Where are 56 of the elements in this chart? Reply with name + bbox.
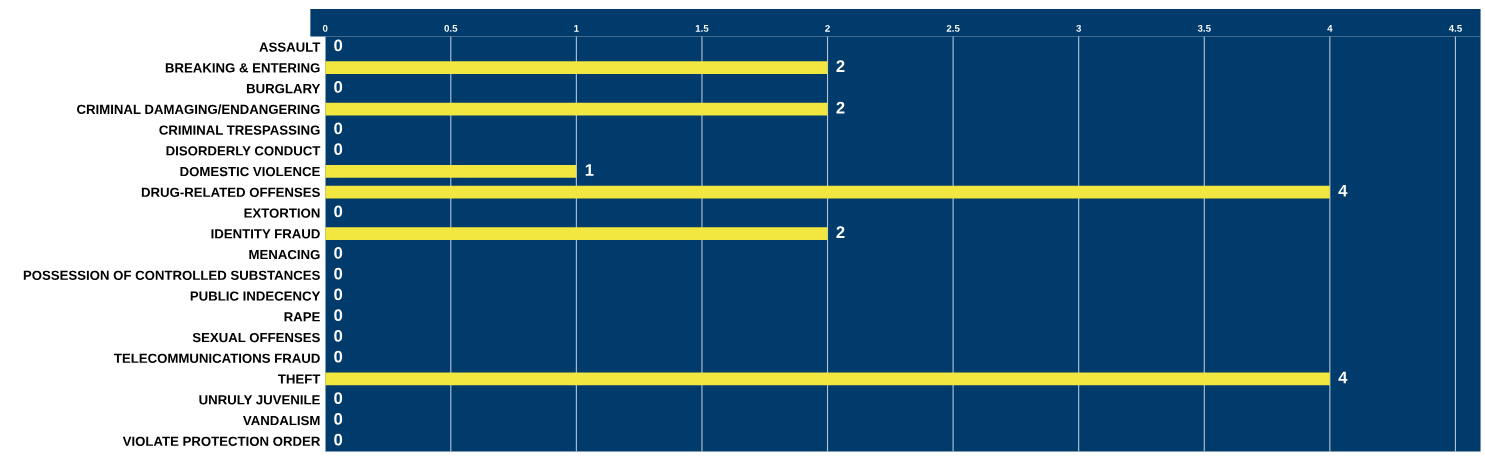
y-tick-label: IDENTITY FRAUD	[211, 229, 320, 239]
y-tick-label: UNRULY JUVENILE	[199, 395, 320, 405]
y-tick-label: ASSAULT	[259, 42, 321, 52]
x-tick-label: 2	[825, 24, 830, 32]
y-tick-label: SEXUAL OFFENSES	[192, 332, 320, 343]
y-tick-label: THEFT	[278, 374, 321, 384]
data-label: 0	[334, 392, 343, 405]
bar	[325, 185, 1330, 199]
y-tick-label: EXTORTION	[244, 208, 320, 218]
y-tick-label: DISORDERLY CONDUCT	[166, 146, 321, 156]
data-label: 2	[836, 101, 845, 114]
x-tick-label: 1	[574, 25, 579, 32]
y-tick-label: VIOLATE PROTECTION ORDER	[122, 436, 321, 446]
x-tick-label: 0	[322, 24, 328, 32]
data-label: 0	[334, 247, 343, 259]
y-tick-label: BREAKING & ENTERING	[165, 63, 320, 73]
x-tick-label: 3	[1076, 24, 1082, 32]
bar	[325, 372, 1330, 386]
bar	[325, 102, 828, 116]
data-label: 0	[334, 143, 343, 156]
data-label: 0	[334, 309, 343, 322]
data-label: 4	[1338, 371, 1348, 384]
y-tick-label: DRUG-RELATED OFFENSES	[141, 187, 320, 197]
x-tick-label: 4.5	[1448, 25, 1462, 32]
bar	[325, 164, 577, 178]
data-label: 0	[334, 267, 343, 280]
y-tick-label: VANDALISM	[242, 415, 320, 426]
y-tick-label: BURGLARY	[246, 83, 321, 94]
data-label: 0	[334, 122, 343, 135]
x-tick-label: 3.5	[1197, 24, 1211, 32]
bar	[325, 227, 828, 241]
data-label: 0	[334, 81, 343, 93]
x-tick-label: 0.5	[444, 24, 458, 32]
data-label: 0	[334, 412, 343, 425]
y-tick-label: POSSESSION OF CONTROLLED SUBSTANCES	[23, 270, 320, 280]
data-label: 1	[585, 164, 594, 176]
y-tick-label: DOMESTIC VIOLENCE	[180, 166, 320, 177]
data-label: 0	[334, 350, 343, 363]
data-label: 0	[334, 205, 343, 218]
y-tick-label: TELECOMMUNICATIONS FRAUD	[114, 353, 320, 363]
data-label: 0	[334, 330, 343, 342]
x-tick-label: 2.5	[946, 24, 960, 32]
x-tick-label: 4	[1327, 25, 1333, 32]
data-label: 2	[836, 226, 845, 238]
data-label: 0	[334, 433, 343, 446]
data-label: 4	[1338, 184, 1348, 197]
y-tick-label: MENACING	[249, 249, 320, 260]
data-label: 2	[836, 60, 845, 72]
y-tick-label: CRIMINAL DAMAGING/ENDANGERING	[77, 104, 320, 115]
data-label: 0	[334, 39, 343, 52]
y-tick-label: CRIMINAL TRESPASSING	[159, 125, 320, 135]
y-tick-label: RAPE	[284, 312, 320, 322]
y-tick-label: PUBLIC INDECENCY	[190, 291, 321, 301]
data-label: 0	[334, 288, 343, 301]
x-tick-label: 1.5	[695, 25, 709, 32]
bar	[325, 61, 828, 75]
